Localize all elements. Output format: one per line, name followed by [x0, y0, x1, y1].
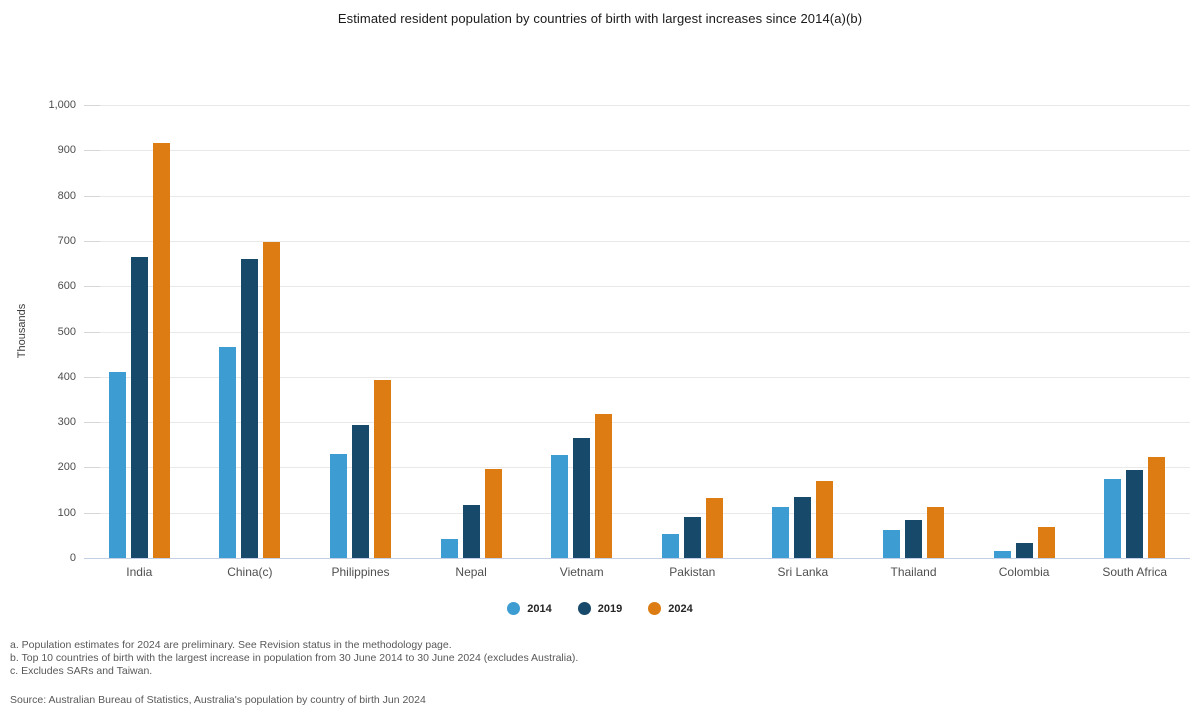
y-axis-tick-label: 900	[57, 144, 76, 157]
bar-2024-india[interactable]	[152, 143, 170, 558]
bar-2019-china-c[interactable]	[241, 259, 259, 558]
legend: 2014 2019 2024	[0, 602, 1200, 615]
chart-title: Estimated resident population by countri…	[337, 11, 863, 26]
legend-swatch-circle	[577, 602, 591, 615]
gridline	[84, 376, 1190, 378]
x-axis-category-label: India	[126, 565, 153, 579]
x-axis-category-label: Thailand	[890, 565, 937, 579]
x-axis-category-label: Nepal	[455, 565, 487, 579]
bar-2019-vietnam[interactable]	[573, 437, 591, 558]
footnote: b. Top 10 countries of birth with the la…	[10, 652, 579, 664]
x-axis-category-label: Pakistan	[669, 565, 716, 579]
bar-2024-colombia[interactable]	[1037, 526, 1055, 558]
x-axis-category-label: Philippines	[331, 565, 390, 579]
bar-2019-philippines[interactable]	[352, 425, 369, 558]
bar-2024-philippines[interactable]	[374, 379, 391, 558]
y-axis-tick	[84, 286, 100, 288]
gridline	[84, 150, 1190, 152]
y-axis-tick	[84, 376, 100, 378]
legend-label: 2014	[527, 602, 552, 615]
bar-2024-thailand[interactable]	[927, 506, 944, 558]
bar-2014-vietnam[interactable]	[551, 454, 569, 558]
bar-2024-china-c[interactable]	[263, 242, 281, 558]
y-axis-tick	[84, 240, 100, 242]
y-axis-tick-label: 200	[57, 461, 76, 474]
bar-2024-pakistan[interactable]	[705, 497, 723, 558]
legend-item-2014[interactable]: 2014	[507, 602, 552, 615]
y-axis-tick-label: 800	[57, 189, 76, 202]
y-axis-tick	[84, 467, 100, 469]
bar-2014-pakistan[interactable]	[661, 534, 679, 558]
gridline	[84, 467, 1190, 469]
footnote: c. Excludes SARs and Taiwan.	[10, 665, 153, 677]
bar-2014-thailand[interactable]	[883, 530, 900, 558]
bar-2014-sri-lanka[interactable]	[772, 507, 790, 558]
y-axis-tick	[84, 422, 100, 424]
bar-2024-south-africa[interactable]	[1148, 456, 1166, 558]
footnotes: a. Population estimates for 2024 are pre…	[10, 639, 578, 678]
bar-2014-nepal[interactable]	[440, 538, 458, 558]
y-axis-tick-label: 500	[57, 325, 76, 338]
y-axis-tick	[84, 195, 100, 197]
x-axis-category-label: Sri Lanka	[777, 565, 829, 579]
y-axis-tick-label: 100	[57, 506, 76, 519]
bar-2019-colombia[interactable]	[1015, 542, 1033, 558]
gridline	[84, 240, 1190, 242]
footnote: a. Population estimates for 2024 are pre…	[10, 639, 452, 651]
bar-2014-china-c[interactable]	[219, 347, 237, 558]
legend-swatch-circle	[507, 602, 521, 615]
source-note: Source: Australian Bureau of Statistics,…	[10, 694, 426, 706]
x-axis-category-label: China(c)	[227, 565, 273, 579]
gridline	[84, 422, 1190, 424]
y-axis-tick-label: 300	[57, 416, 76, 429]
bar-2019-sri-lanka[interactable]	[794, 496, 812, 558]
legend-swatch-circle	[648, 602, 662, 615]
bar-2019-pakistan[interactable]	[683, 517, 701, 558]
gridline	[84, 512, 1190, 514]
x-axis-category-label: Vietnam	[559, 565, 604, 579]
gridline	[84, 105, 1190, 106]
y-axis-tick-label: 0	[69, 552, 76, 564]
x-axis-line	[84, 558, 1190, 559]
x-axis-category-label: Colombia	[998, 565, 1050, 579]
bar-2014-south-africa[interactable]	[1104, 478, 1122, 558]
y-axis-tick	[84, 331, 100, 333]
bar-2019-nepal[interactable]	[462, 504, 480, 558]
bar-2024-vietnam[interactable]	[595, 414, 613, 558]
y-axis-tick-label: 400	[57, 370, 76, 383]
legend-item-2024[interactable]: 2024	[648, 602, 693, 615]
y-axis-tick	[84, 105, 100, 106]
x-axis-category-label: South Africa	[1102, 565, 1168, 579]
legend-label: 2024	[668, 602, 693, 615]
y-axis-tick-label: 700	[57, 234, 76, 247]
bar-2014-india[interactable]	[108, 372, 126, 558]
y-axis-tick	[84, 512, 100, 514]
bar-2019-south-africa[interactable]	[1126, 470, 1144, 558]
y-axis-tick-label: 1,000	[48, 99, 76, 111]
bar-2014-philippines[interactable]	[330, 453, 347, 558]
gridline	[84, 331, 1190, 333]
bar-2024-sri-lanka[interactable]	[816, 481, 834, 558]
bar-2024-nepal[interactable]	[484, 469, 502, 558]
bar-2019-india[interactable]	[130, 257, 148, 558]
gridline	[84, 195, 1190, 197]
plot-area	[84, 105, 1190, 558]
bar-2019-thailand[interactable]	[905, 519, 922, 558]
bar-2014-colombia[interactable]	[993, 551, 1011, 558]
legend-label: 2019	[597, 602, 623, 615]
legend-item-2019[interactable]: 2019	[577, 602, 623, 615]
y-axis-tick-label: 600	[57, 280, 76, 293]
y-axis-tick	[84, 150, 100, 152]
gridline	[84, 286, 1190, 288]
